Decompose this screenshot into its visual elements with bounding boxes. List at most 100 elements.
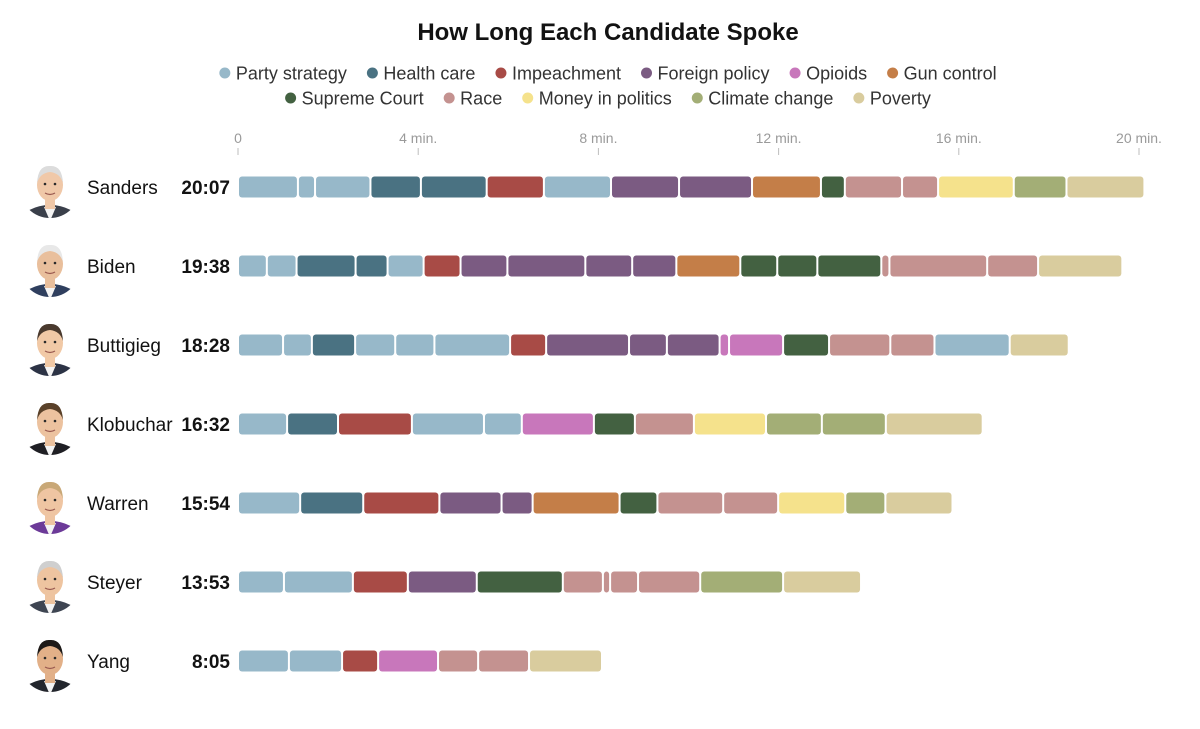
legend-label: Opioids <box>806 64 867 84</box>
segment-health-care <box>312 334 355 356</box>
segment-impeachment <box>364 492 439 514</box>
portrait-sanders <box>20 158 80 218</box>
chart-title: How Long Each Candidate Spoke <box>417 19 798 46</box>
bar-biden <box>239 255 1122 277</box>
segment-party-strategy <box>239 571 283 593</box>
speaking-time: 18:28 <box>181 336 230 357</box>
segment-gun-control <box>753 176 820 198</box>
portrait-steyer <box>20 553 80 613</box>
legend-item-opioids: Opioids <box>789 64 867 84</box>
segment-party-strategy <box>356 334 395 356</box>
legend-label: Gun control <box>904 64 997 84</box>
legend-item-poverty: Poverty <box>853 89 931 109</box>
candidate-name: Warren <box>87 494 149 515</box>
legend-label: Climate change <box>708 89 833 109</box>
segment-impeachment <box>487 176 543 198</box>
legend-swatch <box>495 67 507 79</box>
legend-item-supreme-court: Supreme Court <box>285 89 424 109</box>
segment-race <box>724 492 778 514</box>
segment-climate-change <box>846 492 885 514</box>
segment-foreign-policy <box>586 255 632 277</box>
segment-foreign-policy <box>630 334 666 356</box>
segment-poverty <box>886 492 952 514</box>
tick-label-20: 20 min. <box>1116 130 1162 146</box>
segment-health-care <box>421 176 486 198</box>
speaking-time: 20:07 <box>181 178 230 199</box>
legend: Party strategy Health care Impeachment Fore… <box>219 64 997 109</box>
segment-race <box>611 571 638 593</box>
segment-foreign-policy <box>502 492 532 514</box>
segment-poverty <box>1039 255 1122 277</box>
bar-klobuchar <box>239 413 982 435</box>
segment-party-strategy <box>239 334 283 356</box>
candidate-rows: Sanders 20:07 Biden 19:38 Buttigieg 18:28 Klob… <box>20 158 1144 692</box>
legend-swatch <box>219 67 231 79</box>
segment-race <box>830 334 890 356</box>
segment-foreign-policy <box>461 255 507 277</box>
legend-swatch <box>691 92 703 104</box>
segment-party-strategy <box>388 255 423 277</box>
segment-race <box>563 571 602 593</box>
segment-foreign-policy <box>667 334 719 356</box>
segment-foreign-policy <box>440 492 501 514</box>
segment-party-strategy <box>298 176 315 198</box>
segment-opioids <box>720 334 729 356</box>
segment-supreme-court <box>477 571 562 593</box>
legend-item-impeachment: Impeachment <box>495 64 621 84</box>
bar-sanders <box>239 176 1144 198</box>
segment-party-strategy <box>284 571 352 593</box>
segment-race <box>882 255 889 277</box>
legend-swatch <box>285 92 297 104</box>
segment-foreign-policy <box>680 176 752 198</box>
segment-poverty <box>530 650 601 672</box>
tick-label-0: 0 <box>234 130 242 146</box>
legend-swatch <box>789 67 801 79</box>
segment-race <box>639 571 700 593</box>
bar-yang <box>239 650 601 672</box>
segment-party-strategy <box>935 334 1009 356</box>
candidate-name: Biden <box>87 257 136 278</box>
legend-item-race: Race <box>443 89 502 109</box>
segment-race <box>658 492 723 514</box>
segment-party-strategy <box>239 413 287 435</box>
segment-party-strategy <box>412 413 483 435</box>
segment-party-strategy <box>267 255 296 277</box>
tick-label-12: 12 min. <box>756 130 802 146</box>
segment-race <box>891 334 934 356</box>
legend-label: Supreme Court <box>302 89 424 109</box>
speaking-time: 13:53 <box>181 573 230 594</box>
segment-race <box>439 650 478 672</box>
legend-item-money-in-politics: Money in politics <box>522 89 672 109</box>
legend-swatch <box>522 92 534 104</box>
segment-party-strategy <box>316 176 370 198</box>
segment-race <box>845 176 902 198</box>
segment-money-in-politics <box>779 492 845 514</box>
candidate-name: Sanders <box>87 178 158 199</box>
segment-impeachment <box>343 650 378 672</box>
segment-supreme-court <box>818 255 881 277</box>
portrait-warren <box>20 474 80 534</box>
segment-race <box>903 176 938 198</box>
segment-race <box>890 255 987 277</box>
segment-impeachment <box>511 334 546 356</box>
segment-health-care <box>356 255 387 277</box>
segment-party-strategy <box>544 176 611 198</box>
speaking-time: 19:38 <box>181 257 230 278</box>
candidate-name: Yang <box>87 652 130 673</box>
candidate-name: Buttigieg <box>87 336 161 357</box>
candidate-row-biden: Biden 19:38 <box>20 237 1122 297</box>
segment-health-care <box>288 413 338 435</box>
segment-race <box>603 571 610 593</box>
segment-foreign-policy <box>633 255 676 277</box>
segment-party-strategy <box>435 334 510 356</box>
legend-label: Party strategy <box>236 64 347 84</box>
segment-party-strategy <box>239 255 266 277</box>
segment-foreign-policy <box>547 334 629 356</box>
segment-party-strategy <box>239 650 288 672</box>
segment-poverty <box>784 571 861 593</box>
segment-opioids <box>730 334 783 356</box>
segment-party-strategy <box>239 176 297 198</box>
segment-supreme-court <box>778 255 817 277</box>
bar-warren <box>239 492 952 514</box>
candidate-row-sanders: Sanders 20:07 <box>20 158 1144 218</box>
